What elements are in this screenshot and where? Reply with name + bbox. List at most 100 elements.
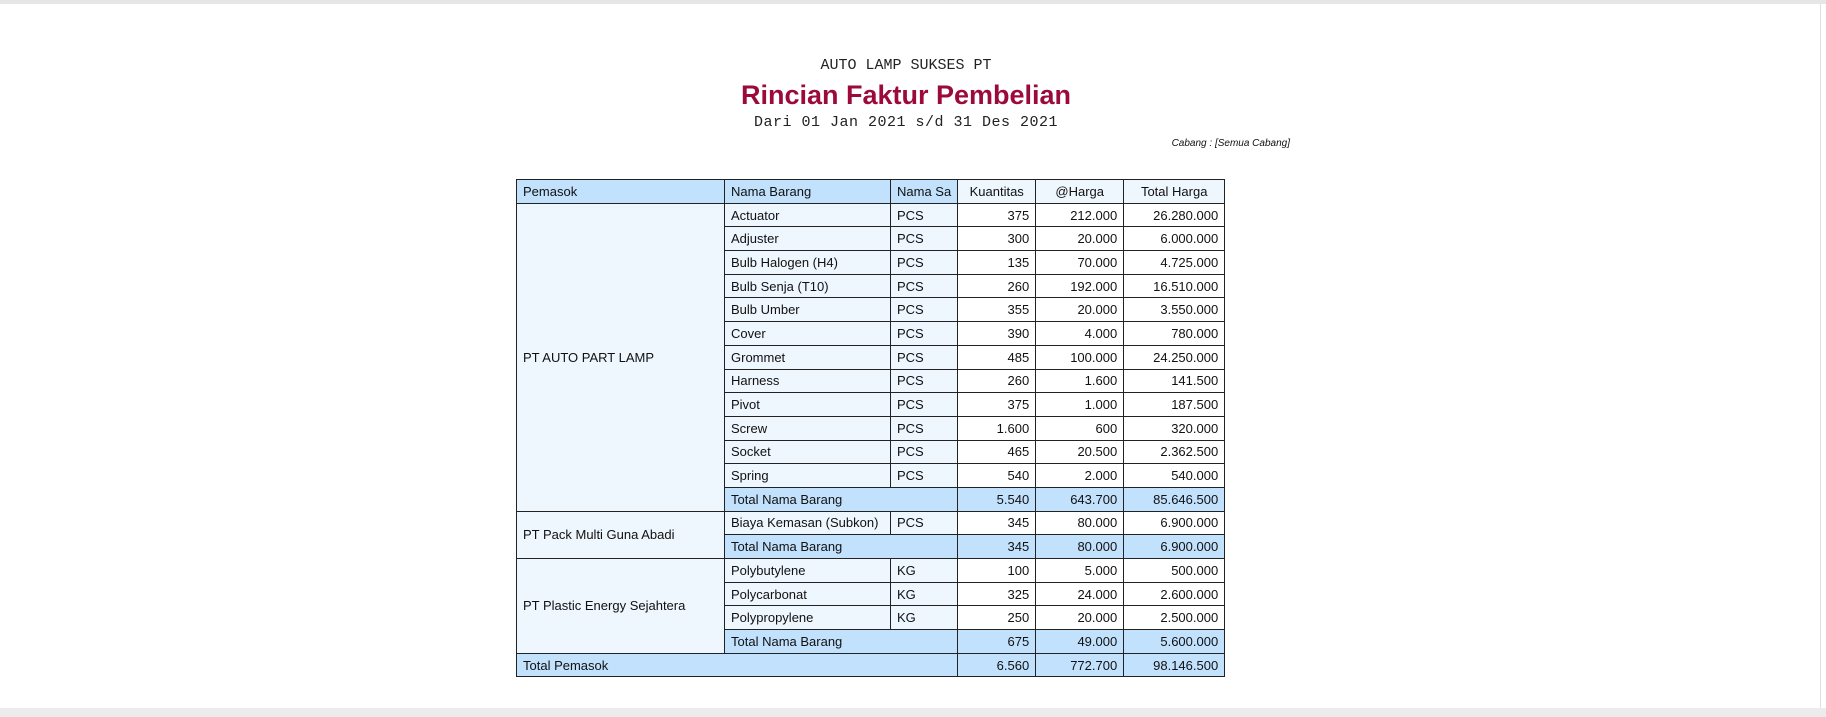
purchase-invoice-table: Pemasok Nama Barang Nama Sa Kuantitas @H… xyxy=(515,179,1226,678)
item-price: 20.000 xyxy=(1035,605,1125,631)
item-unit: PCS xyxy=(889,273,959,299)
grand-total-price: 772.700 xyxy=(1035,652,1125,678)
item-qty: 390 xyxy=(957,321,1037,346)
item-qty: 260 xyxy=(957,368,1037,394)
item-price: 4.000 xyxy=(1035,321,1125,346)
item-price: 100.000 xyxy=(1035,344,1125,370)
item-qty: 260 xyxy=(957,273,1037,299)
item-name: Bulb Halogen (H4) xyxy=(724,250,891,275)
item-name: Harness xyxy=(724,368,891,394)
table-row: Harness PCS 260 1.600 141.500 xyxy=(517,368,1226,394)
subtotal-row: Total Nama Barang 5.540 643.700 85.646.500 xyxy=(517,486,1226,512)
item-unit: PCS xyxy=(889,226,959,252)
page-edge xyxy=(1820,4,1821,708)
report-title: Rincian Faktur Pembelian xyxy=(740,80,1072,110)
col-total-harga: Total Harga xyxy=(1123,179,1226,204)
subtotal-qty: 345 xyxy=(957,534,1037,559)
subtotal-label: Total Nama Barang xyxy=(723,629,959,654)
item-price: 192.000 xyxy=(1035,273,1125,299)
item-price: 70.000 xyxy=(1035,250,1125,275)
item-qty: 540 xyxy=(957,463,1037,488)
item-total: 2.500.000 xyxy=(1123,605,1226,631)
item-price: 5.000 xyxy=(1035,558,1125,583)
item-total: 26.280.000 xyxy=(1123,202,1226,228)
item-total: 187.500 xyxy=(1123,392,1226,417)
item-total: 16.510.000 xyxy=(1123,273,1226,299)
item-total: 6.900.000 xyxy=(1123,510,1226,536)
subtotal-total: 5.600.000 xyxy=(1123,629,1226,654)
item-total: 780.000 xyxy=(1123,321,1226,346)
subtotal-qty: 5.540 xyxy=(957,486,1037,512)
branch-filter: Cabang : [Semua Cabang] xyxy=(1171,138,1290,149)
item-price: 212.000 xyxy=(1035,202,1125,228)
item-total: 2.362.500 xyxy=(1123,439,1226,465)
item-name: Bulb Umber xyxy=(724,297,891,323)
item-qty: 375 xyxy=(957,392,1037,417)
grand-total-label: Total Pemasok xyxy=(515,652,959,678)
item-unit: KG xyxy=(889,605,959,631)
subtotal-row: Total Nama Barang 345 80.000 6.900.000 xyxy=(517,534,1226,559)
item-qty: 1.600 xyxy=(957,415,1037,441)
item-name: Socket xyxy=(724,439,891,465)
subtotal-price: 643.700 xyxy=(1035,486,1125,512)
item-total: 320.000 xyxy=(1123,415,1226,441)
item-unit: PCS xyxy=(889,510,959,536)
item-name: Cover xyxy=(724,321,891,346)
item-total: 6.000.000 xyxy=(1123,226,1226,252)
item-unit: PCS xyxy=(889,250,959,275)
item-unit: PCS xyxy=(889,321,959,346)
table-row: Cover PCS 390 4.000 780.000 xyxy=(517,321,1226,346)
grand-total-row: Total Pemasok 6.560 772.700 98.146.500 xyxy=(515,652,1226,678)
item-unit: PCS xyxy=(889,297,959,323)
item-price: 20.000 xyxy=(1035,297,1125,323)
item-unit: PCS xyxy=(889,439,959,465)
item-qty: 250 xyxy=(957,605,1037,631)
item-name: Bulb Senja (T10) xyxy=(724,273,891,299)
item-total: 2.600.000 xyxy=(1123,581,1226,607)
grand-total-amount: 98.146.500 xyxy=(1123,652,1226,678)
item-unit: PCS xyxy=(889,463,959,488)
company-name: AUTO LAMP SUKSES PT xyxy=(820,57,992,74)
item-name: Grommet xyxy=(724,344,891,370)
grand-total-qty: 6.560 xyxy=(957,652,1037,678)
item-name: Biaya Kemasan (Subkon) xyxy=(724,510,891,536)
report-period: Dari 01 Jan 2021 s/d 31 Des 2021 xyxy=(753,114,1059,131)
table-row: Pivot PCS 375 1.000 187.500 xyxy=(517,392,1226,417)
item-price: 1.000 xyxy=(1035,392,1125,417)
item-price: 80.000 xyxy=(1035,510,1125,536)
item-name: Actuator xyxy=(724,202,891,228)
item-unit: KG xyxy=(889,558,959,583)
item-name: Polycarbonat xyxy=(724,581,891,607)
item-price: 2.000 xyxy=(1035,463,1125,488)
item-price: 1.600 xyxy=(1035,368,1125,394)
item-total: 540.000 xyxy=(1123,463,1226,488)
table-row: Bulb Halogen (H4) PCS 135 70.000 4.725.000 xyxy=(517,250,1226,275)
item-total: 4.725.000 xyxy=(1123,250,1226,275)
item-name: Adjuster xyxy=(724,226,891,252)
table-row: Screw PCS 1.600 600 320.000 xyxy=(517,415,1226,441)
table-row: Polypropylene KG 250 20.000 2.500.000 xyxy=(517,605,1226,631)
supplier-cell: PT Pack Multi Guna Abadi xyxy=(516,510,725,560)
subtotal-total: 6.900.000 xyxy=(1123,534,1226,559)
item-price: 600 xyxy=(1035,415,1125,441)
top-border xyxy=(0,0,1826,4)
item-unit: PCS xyxy=(889,415,959,441)
item-name: Screw xyxy=(724,415,891,441)
item-price: 20.500 xyxy=(1035,439,1125,465)
item-name: Pivot xyxy=(724,392,891,417)
table-row: Polycarbonat KG 325 24.000 2.600.000 xyxy=(517,581,1226,607)
item-qty: 485 xyxy=(957,344,1037,370)
subtotal-label: Total Nama Barang xyxy=(723,486,959,512)
item-price: 20.000 xyxy=(1035,226,1125,252)
item-unit: PCS xyxy=(889,202,959,228)
subtotal-price: 49.000 xyxy=(1035,629,1125,654)
table-row: Socket PCS 465 20.500 2.362.500 xyxy=(517,439,1226,465)
col-kuantitas: Kuantitas xyxy=(957,179,1037,204)
bottom-scroll-area xyxy=(0,708,1826,717)
item-unit: PCS xyxy=(889,392,959,417)
item-total: 141.500 xyxy=(1123,368,1226,394)
table-header-row: Pemasok Nama Barang Nama Sa Kuantitas @H… xyxy=(516,179,1226,204)
item-price: 24.000 xyxy=(1035,581,1125,607)
col-satuan: Nama Sa xyxy=(889,179,959,204)
table-row: Bulb Senja (T10) PCS 260 192.000 16.510.000 xyxy=(517,273,1226,299)
